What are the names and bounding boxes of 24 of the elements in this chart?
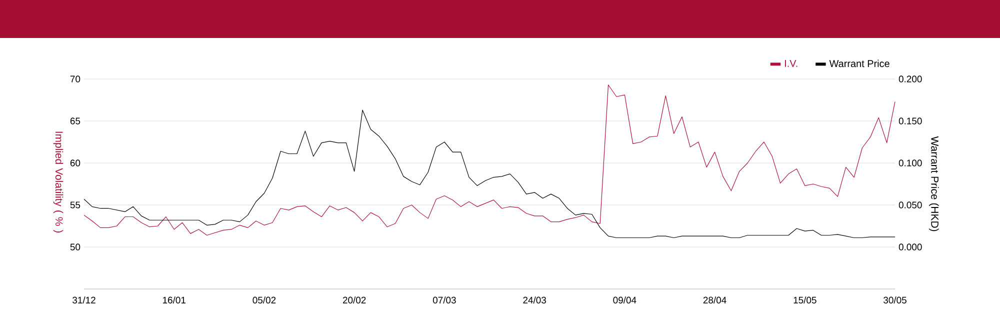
- y-axis-title: Implied Volatility ( % ): [53, 132, 64, 232]
- legend-label: Warrant Price: [829, 60, 890, 68]
- y-tick-label: 70: [70, 76, 80, 82]
- y2-tick-label: 0.100: [898, 160, 922, 166]
- x-tick-label: 16/01: [162, 296, 186, 304]
- x-tick-label: 15/05: [794, 296, 816, 304]
- x-tick-label: 30/05: [884, 296, 906, 304]
- x-tick-label: 07/03: [432, 296, 456, 304]
- y2-tick-label: 0.150: [898, 118, 922, 124]
- y2-tick-label: 0.050: [898, 202, 922, 208]
- y2-axis-title: Warrant Price (HKD): [929, 136, 939, 232]
- x-tick-label: 20/02: [342, 296, 366, 304]
- x-tick-label: 31/12: [72, 296, 96, 304]
- x-tick-label: 24/03: [523, 296, 546, 304]
- legend-label: I.V.: [785, 60, 798, 67]
- y-tick-label: 50: [70, 244, 80, 250]
- x-tick-label: 05/02: [252, 296, 276, 304]
- y-tick-label: 65: [70, 118, 80, 124]
- y-tick-label: 55: [70, 202, 80, 208]
- y2-tick-label: 0.000: [898, 244, 922, 250]
- x-tick-label: 28/04: [703, 296, 726, 304]
- y2-tick-label: 0.200: [898, 76, 922, 82]
- x-tick-label: 09/04: [613, 296, 636, 304]
- y-tick-label: 60: [70, 160, 80, 166]
